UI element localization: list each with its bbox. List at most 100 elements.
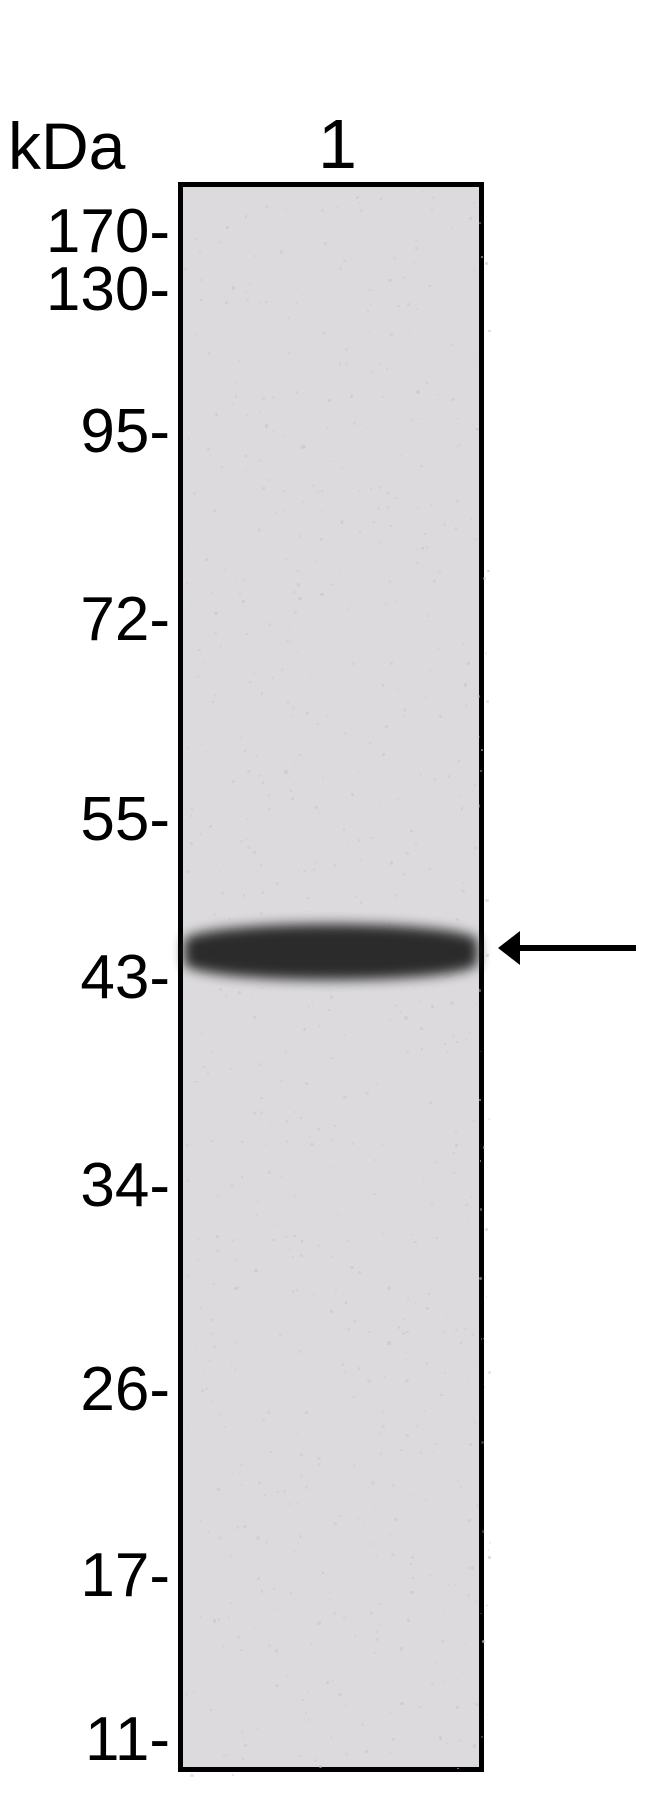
membrane-grain-dot <box>338 247 339 248</box>
membrane-grain-dot <box>417 507 419 509</box>
membrane-grain-dot <box>328 1009 330 1011</box>
membrane-grain-dot <box>400 1702 403 1705</box>
membrane-grain-dot <box>247 489 249 491</box>
membrane-grain-dot <box>258 1481 261 1484</box>
membrane-grain-dot <box>341 1295 343 1297</box>
membrane-grain-dot <box>330 1057 332 1059</box>
membrane-grain-dot <box>268 1171 271 1174</box>
membrane-grain-dot <box>334 1125 336 1127</box>
membrane-grain-dot <box>426 546 428 548</box>
membrane-grain-dot <box>275 1649 278 1652</box>
membrane-grain-dot <box>195 238 197 240</box>
membrane-grain-dot <box>207 448 210 451</box>
membrane-grain-dot <box>397 305 400 308</box>
membrane-grain-dot <box>190 1260 191 1261</box>
membrane-grain-dot <box>315 806 318 809</box>
membrane-grain-dot <box>219 241 222 244</box>
membrane-grain-dot <box>284 209 287 212</box>
membrane-grain-dot <box>389 1711 391 1713</box>
membrane-grain-dot <box>474 846 477 849</box>
membrane-grain-dot <box>454 720 455 721</box>
membrane-grain-dot <box>457 1678 459 1680</box>
membrane-grain-dot <box>204 662 206 664</box>
membrane-grain-dot <box>464 683 467 686</box>
membrane-grain-dot <box>250 448 252 450</box>
membrane-grain-dot <box>419 1000 421 1002</box>
membrane-grain-dot <box>210 489 211 490</box>
membrane-grain-dot <box>405 1359 406 1360</box>
membrane-grain-dot <box>223 864 225 866</box>
membrane-grain-dot <box>282 1079 284 1081</box>
membrane-grain-dot <box>326 1681 329 1684</box>
membrane-grain-dot <box>459 444 461 446</box>
membrane-grain-dot <box>337 1213 338 1214</box>
membrane-grain-dot <box>259 460 261 462</box>
axis-units-label: kDa <box>8 108 125 184</box>
membrane-grain-dot <box>260 775 262 777</box>
membrane-grain-dot <box>234 1369 236 1371</box>
membrane-grain-dot <box>253 372 254 373</box>
mw-marker-130: 130- <box>46 254 170 325</box>
membrane-grain-dot <box>257 1728 259 1730</box>
membrane-grain-dot <box>299 754 301 756</box>
membrane-grain-dot <box>317 1457 320 1460</box>
membrane-grain-dot <box>257 1200 259 1202</box>
mw-marker-43: 43- <box>80 942 170 1013</box>
membrane-grain-dot <box>259 302 261 304</box>
membrane-grain-dot <box>202 429 204 431</box>
membrane-grain-dot <box>425 1362 428 1365</box>
membrane-grain-dot <box>431 1005 434 1008</box>
membrane-grain-dot <box>381 541 383 543</box>
membrane-grain-dot <box>249 681 251 683</box>
membrane-grain-dot <box>474 1764 477 1767</box>
membrane-grain-dot <box>327 735 329 737</box>
membrane-grain-dot <box>235 1259 237 1261</box>
membrane-grain-dot <box>349 601 351 603</box>
membrane-grain-dot <box>305 1486 307 1488</box>
membrane-grain-dot <box>446 1050 449 1053</box>
membrane-grain-dot <box>417 239 418 240</box>
membrane-grain-dot <box>306 712 309 715</box>
membrane-grain-dot <box>290 790 292 792</box>
membrane-grain-dot <box>399 544 401 546</box>
membrane-grain-dot <box>347 608 349 610</box>
membrane-grain-dot <box>361 1723 364 1726</box>
membrane-grain-dot <box>258 528 261 531</box>
membrane-grain-dot <box>452 1035 455 1038</box>
membrane-grain-dot <box>204 1374 206 1376</box>
membrane-grain-dot <box>357 1518 359 1520</box>
membrane-grain-dot <box>245 215 247 217</box>
membrane-grain-dot <box>379 486 382 489</box>
membrane-grain-dot <box>386 368 388 370</box>
membrane-grain-dot <box>358 771 360 773</box>
membrane-grain-dot <box>239 1402 240 1403</box>
membrane-grain-dot <box>406 1352 408 1354</box>
membrane-grain-dot <box>358 1367 361 1370</box>
membrane-grain-dot <box>415 240 417 242</box>
membrane-grain-dot <box>358 1271 361 1274</box>
membrane-grain-dot <box>367 1379 370 1382</box>
membrane-grain-dot <box>245 291 247 293</box>
membrane-grain-dot <box>395 894 397 896</box>
membrane-grain-dot <box>329 989 331 991</box>
membrane-grain-dot <box>309 677 311 679</box>
membrane-grain-dot <box>461 807 463 809</box>
membrane-grain-dot <box>464 875 466 877</box>
arrow-head-icon <box>498 931 520 965</box>
membrane-grain-dot <box>213 1283 215 1285</box>
membrane-grain-dot <box>238 991 241 994</box>
membrane-grain-dot <box>231 1239 234 1242</box>
membrane-grain-dot <box>265 1144 267 1146</box>
membrane-grain-dot <box>382 396 383 397</box>
membrane-grain-dot <box>226 459 227 460</box>
membrane-grain-dot <box>382 1233 384 1235</box>
membrane-grain-dot <box>474 1422 476 1424</box>
membrane-grain-dot <box>229 1555 232 1558</box>
membrane-grain-dot <box>439 1736 442 1739</box>
membrane-grain-dot <box>343 260 346 263</box>
membrane-grain-dot <box>407 1619 410 1622</box>
membrane-grain-dot <box>242 1724 244 1726</box>
membrane-grain-dot <box>289 1503 291 1505</box>
membrane-grain-dot <box>297 1543 299 1545</box>
membrane-grain-dot <box>193 1691 194 1692</box>
